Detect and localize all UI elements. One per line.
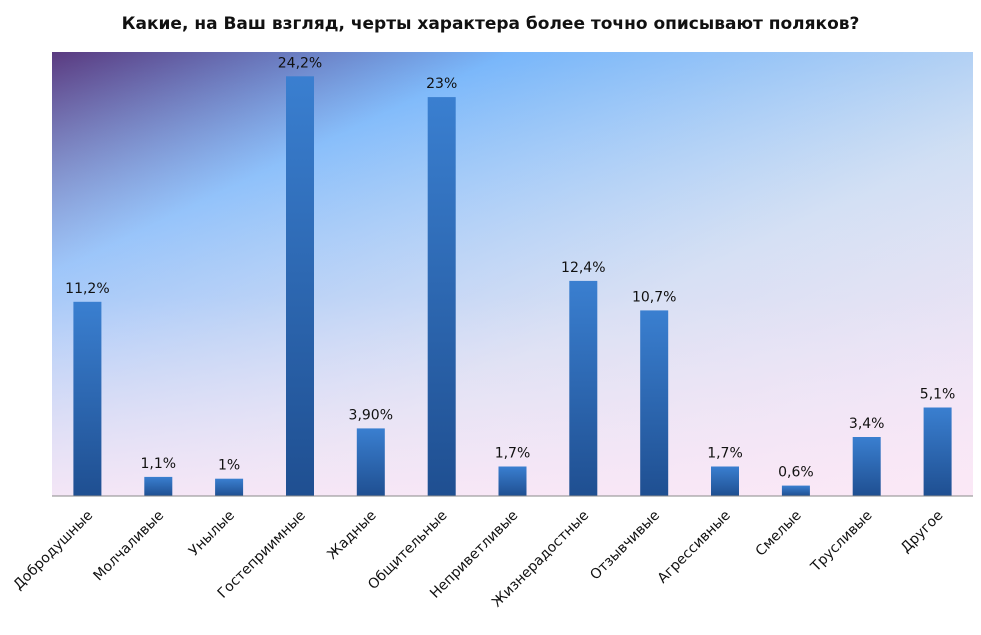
value-labels-group: 11,2% 1,1% 1% 24,2% 3,90% 23% 1,7% 12,4% 10,7% 1,… [65,55,955,480]
category-label: Другое [898,508,947,557]
value-label: 12,4% [561,260,605,276]
category-label: Агрессивные [655,508,734,587]
bar [215,478,244,496]
category-label: Отзывчивые [587,508,663,584]
value-label: 24,2% [278,55,322,71]
bar [356,428,385,496]
bar [569,280,598,496]
bar [640,310,669,496]
bar [498,466,527,496]
value-label: 1,7% [495,446,531,462]
chart-title: Какие, на Ваш взгляд, черты характера бо… [121,14,860,34]
category-label: Молчаливые [90,508,167,585]
value-label: 1,7% [707,446,743,462]
bars-group [73,76,952,497]
bar [73,301,102,497]
value-label: 10,7% [632,289,676,305]
plot-area [52,52,973,496]
bar [427,97,456,496]
value-label: 5,1% [920,387,956,403]
bar [923,407,952,496]
bar [852,437,881,496]
category-label: Жадные [324,508,379,563]
value-label: 11,2% [65,281,109,297]
value-label: 3,4% [849,416,885,432]
value-label: 0,6% [778,465,814,481]
category-label: Унылые [186,508,238,560]
category-label: Трусливые [807,508,875,576]
value-label: 3,90% [349,407,393,423]
category-label: Добродушные [11,508,97,594]
plot-background-overlay [52,52,973,496]
bar [286,76,314,497]
bar [711,466,739,496]
value-label: 23% [426,76,457,92]
bar [144,476,173,496]
value-label: 1% [218,458,240,474]
value-label: 1,1% [141,456,177,472]
bar [781,485,810,496]
category-label: Смелые [753,508,805,560]
